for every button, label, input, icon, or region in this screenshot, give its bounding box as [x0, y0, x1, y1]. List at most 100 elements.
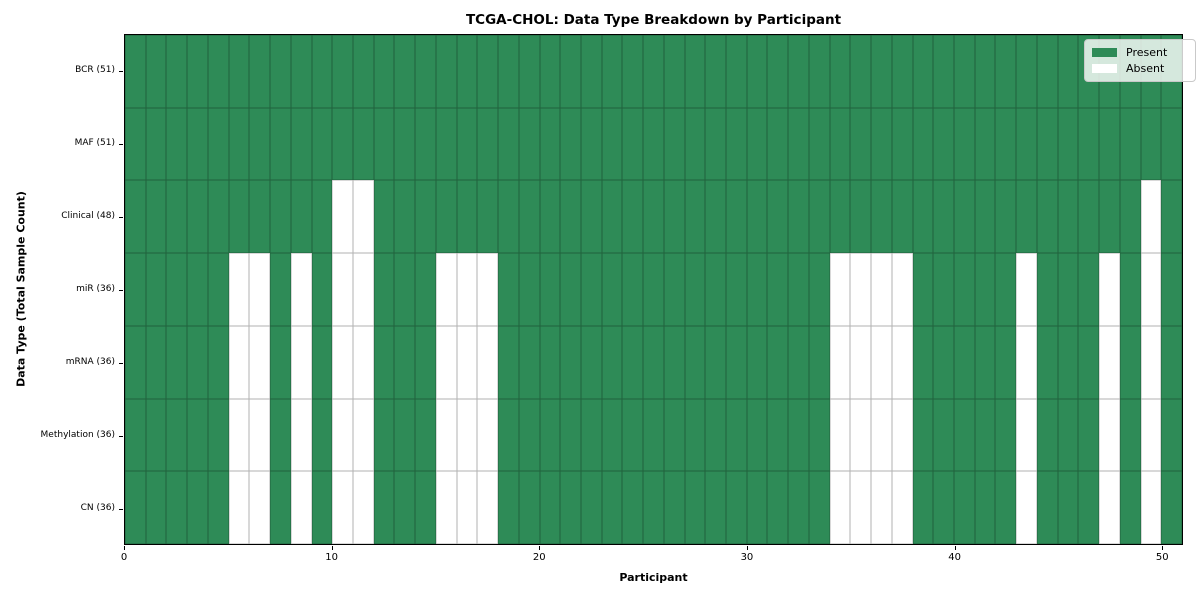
cell-miR-p16 — [456, 253, 478, 326]
cell-MAF-p39 — [933, 107, 955, 181]
cell-Methylation-p37 — [891, 398, 913, 472]
cell-Methylation-p45 — [1057, 398, 1079, 472]
cell-Methylation-p1 — [145, 398, 167, 472]
cell-Methylation-p3 — [187, 398, 208, 472]
cell-Clinical-p36 — [871, 180, 892, 254]
cell-CN-p18 — [498, 471, 519, 544]
cell-miR-p47 — [1099, 253, 1120, 326]
cell-CN-p21 — [560, 471, 581, 544]
cell-BCR-p38 — [912, 35, 934, 108]
cell-CN-p40 — [954, 471, 975, 544]
cell-Methylation-p34 — [829, 398, 851, 472]
cell-miR-p6 — [249, 253, 271, 326]
cell-miR-p0 — [125, 253, 146, 326]
cell-MAF-p40 — [954, 107, 975, 181]
cell-mRNA-p49 — [1140, 325, 1162, 399]
cell-BCR-p9 — [311, 35, 333, 108]
legend-swatch-present — [1092, 48, 1117, 57]
cell-Methylation-p26 — [663, 398, 685, 472]
cell-mRNA-p39 — [933, 325, 955, 399]
y-tick-mark — [119, 216, 123, 218]
cell-miR-p8 — [290, 253, 312, 326]
cell-MAF-p7 — [270, 107, 291, 181]
cell-MAF-p22 — [580, 107, 602, 181]
cell-CN-p46 — [1078, 471, 1100, 544]
cell-MAF-p18 — [498, 107, 519, 181]
cell-MAF-p10 — [332, 107, 353, 181]
cell-BCR-p35 — [850, 35, 872, 108]
cell-MAF-p3 — [187, 107, 208, 181]
cell-MAF-p13 — [394, 107, 416, 181]
cell-BCR-p44 — [1036, 35, 1058, 108]
cell-miR-p44 — [1036, 253, 1058, 326]
cell-CN-p8 — [290, 471, 312, 544]
cell-MAF-p4 — [207, 107, 229, 181]
cell-BCR-p14 — [415, 35, 436, 108]
x-tick-label-0: 0 — [120, 552, 128, 563]
cell-BCR-p8 — [290, 35, 312, 108]
cell-mRNA-p30 — [746, 325, 768, 399]
cell-CN-p49 — [1140, 471, 1162, 544]
cell-CN-p14 — [415, 471, 436, 544]
cell-BCR-p5 — [228, 35, 250, 108]
cell-Clinical-p12 — [373, 180, 395, 254]
cell-mRNA-p1 — [145, 325, 167, 399]
cell-mRNA-p22 — [580, 325, 602, 399]
cell-CN-p15 — [435, 471, 457, 544]
cell-Clinical-p28 — [705, 180, 727, 254]
cell-CN-p12 — [373, 471, 395, 544]
cell-BCR-p10 — [332, 35, 353, 108]
cell-BCR-p31 — [767, 35, 789, 108]
legend-entry-present: Present — [1092, 46, 1188, 59]
cell-CN-p19 — [518, 471, 540, 544]
cell-CN-p22 — [580, 471, 602, 544]
y-tick-label-Methylation: Methylation (36) — [40, 430, 115, 440]
cell-MAF-p0 — [125, 107, 146, 181]
cell-MAF-p41 — [974, 107, 996, 181]
cell-miR-p24 — [622, 253, 644, 326]
cell-Methylation-p6 — [249, 398, 271, 472]
cell-Methylation-p36 — [871, 398, 892, 472]
cell-CN-p2 — [166, 471, 188, 544]
cell-mRNA-p13 — [394, 325, 416, 399]
cell-mRNA-p23 — [601, 325, 623, 399]
y-tick-label-BCR: BCR (51) — [75, 65, 115, 75]
cell-Methylation-p22 — [580, 398, 602, 472]
cell-Clinical-p16 — [456, 180, 478, 254]
cell-Methylation-p47 — [1099, 398, 1120, 472]
cell-MAF-p12 — [373, 107, 395, 181]
cell-CN-p48 — [1119, 471, 1141, 544]
legend-entry-absent: Absent — [1092, 62, 1188, 75]
cell-Methylation-p30 — [746, 398, 768, 472]
cell-Clinical-p48 — [1119, 180, 1141, 254]
cell-Methylation-p44 — [1036, 398, 1058, 472]
cell-MAF-p49 — [1140, 107, 1162, 181]
cell-mRNA-p41 — [974, 325, 996, 399]
cell-Clinical-p29 — [726, 180, 747, 254]
cell-MAF-p35 — [850, 107, 872, 181]
cell-miR-p45 — [1057, 253, 1079, 326]
cell-miR-p26 — [663, 253, 685, 326]
cell-Methylation-p4 — [207, 398, 229, 472]
cell-BCR-p0 — [125, 35, 146, 108]
cell-Clinical-p7 — [270, 180, 291, 254]
cell-Clinical-p5 — [228, 180, 250, 254]
cell-Clinical-p20 — [539, 180, 561, 254]
cell-BCR-p36 — [871, 35, 892, 108]
x-tick-mark — [954, 546, 956, 550]
cell-miR-p30 — [746, 253, 768, 326]
cell-MAF-p34 — [829, 107, 851, 181]
cell-miR-p42 — [995, 253, 1017, 326]
cell-BCR-p41 — [974, 35, 996, 108]
cell-Methylation-p13 — [394, 398, 416, 472]
cell-CN-p42 — [995, 471, 1017, 544]
cell-Methylation-p42 — [995, 398, 1017, 472]
cell-CN-p1 — [145, 471, 167, 544]
y-tick-label-MAF: MAF (51) — [74, 138, 115, 148]
cell-Clinical-p10 — [332, 180, 353, 254]
cell-Methylation-p8 — [290, 398, 312, 472]
cell-mRNA-p12 — [373, 325, 395, 399]
cell-Methylation-p33 — [808, 398, 830, 472]
cell-Clinical-p24 — [622, 180, 644, 254]
cell-MAF-p2 — [166, 107, 188, 181]
